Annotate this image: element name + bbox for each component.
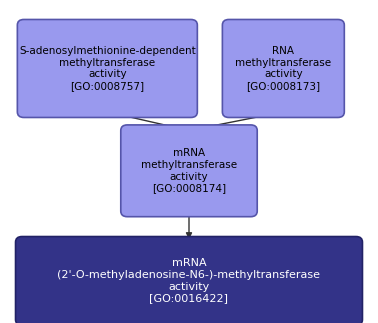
Text: mRNA
(2'-O-methyladenosine-N6-)-methyltransferase
activity
[GO:0016422]: mRNA (2'-O-methyladenosine-N6-)-methyltr… — [57, 258, 321, 303]
FancyBboxPatch shape — [222, 19, 344, 118]
FancyBboxPatch shape — [17, 19, 197, 118]
Text: S-adenosylmethionine-dependent
methyltransferase
activity
[GO:0008757]: S-adenosylmethionine-dependent methyltra… — [19, 46, 196, 91]
Text: mRNA
methyltransferase
activity
[GO:0008174]: mRNA methyltransferase activity [GO:0008… — [141, 148, 237, 193]
FancyBboxPatch shape — [121, 125, 257, 217]
Text: RNA
methyltransferase
activity
[GO:0008173]: RNA methyltransferase activity [GO:00081… — [235, 46, 332, 91]
FancyBboxPatch shape — [15, 236, 363, 323]
